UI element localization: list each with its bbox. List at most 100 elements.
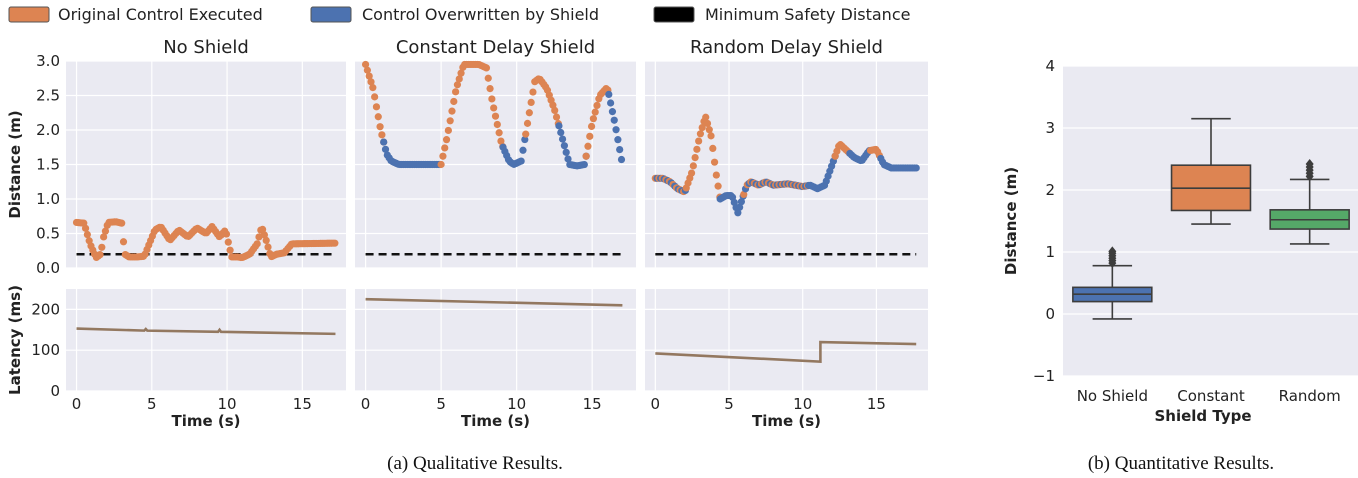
x-tick-label: 0 (361, 395, 371, 413)
data-point (737, 198, 745, 206)
data-point (98, 243, 106, 251)
data-point (262, 236, 270, 244)
data-point (439, 152, 447, 160)
data-point (734, 209, 742, 217)
data-point (486, 85, 494, 93)
y-tick-label: 100 (31, 341, 60, 359)
data-point (698, 123, 706, 132)
panel-no-shield-distance: 0.0 0.5 1.0 1.5 2.0 2.5 3.0 No Shield Distance (… (6, 37, 346, 277)
y-tick-label: 1.0 (36, 190, 60, 208)
legend-item-original: Original Control Executed (8, 5, 263, 24)
data-point (374, 113, 382, 121)
data-point (331, 239, 339, 247)
outlier-point (1305, 158, 1314, 169)
x-tick-label: 5 (724, 395, 734, 413)
data-point (441, 144, 449, 152)
y-tick-label: 1 (1045, 243, 1055, 261)
y-tick-label: 3 (1045, 119, 1055, 137)
legend-swatch-min-safety (653, 6, 695, 23)
data-point (614, 136, 622, 144)
data-point (81, 224, 90, 232)
data-point (96, 251, 104, 259)
panel-random-delay-latency: 0 5 10 15 Time (s) (645, 289, 928, 430)
caption-b: (b) Quantitative Results. (1088, 453, 1274, 474)
data-point (101, 227, 110, 235)
data-point (557, 128, 565, 137)
data-point (484, 74, 492, 82)
y-tick-label: 1.5 (36, 156, 60, 174)
data-point (83, 230, 91, 239)
data-point (442, 136, 451, 144)
x-axis-label: Time (s) (752, 412, 821, 430)
panel-title: Random Delay Shield (690, 37, 883, 58)
data-point (707, 132, 715, 140)
latency-line (76, 327, 336, 336)
legend-swatch-overwritten (310, 6, 352, 23)
data-point (709, 144, 717, 152)
x-tick-label: 5 (436, 395, 446, 413)
data-point (525, 109, 533, 117)
x-tick-label: 0 (72, 395, 82, 413)
panel-constant-delay-distance: Constant Delay Shield (355, 37, 636, 269)
data-point (912, 164, 920, 172)
plot-background (645, 289, 928, 391)
data-point (589, 115, 597, 123)
x-tick-label: 5 (147, 395, 157, 413)
latency-line (365, 297, 623, 307)
data-point (224, 238, 232, 246)
legend-item-overwritten: Control Overwritten by Shield (310, 5, 599, 24)
legend-label-original: Original Control Executed (58, 5, 263, 24)
data-point (529, 88, 537, 96)
legend-label-overwritten: Control Overwritten by Shield (362, 5, 599, 24)
data-point (222, 230, 231, 238)
data-point (712, 171, 720, 179)
data-point (523, 119, 532, 127)
panel-boxplot: −1 0 1 2 3 4 Distance (m) No Shield Constant Rand… (1002, 57, 1358, 425)
data-point (365, 72, 373, 80)
plot-background (355, 289, 636, 391)
data-point (607, 99, 615, 107)
data-point (687, 169, 696, 177)
data-point (446, 117, 454, 125)
x-tick-label: No Shield (1077, 387, 1148, 405)
data-point (369, 84, 377, 92)
y-tick-label: −1 (1033, 367, 1055, 385)
data-point (491, 112, 500, 120)
data-point (702, 113, 710, 121)
y-tick-label: 2.0 (36, 121, 60, 139)
y-axis-label: Latency (ms) (6, 285, 24, 395)
data-point (608, 108, 617, 116)
panel-random-delay-distance: Random Delay Shield (645, 37, 928, 269)
x-tick-label: 15 (867, 395, 886, 413)
data-point (453, 81, 462, 89)
data-point (616, 145, 624, 154)
panel-title: Constant Delay Shield (396, 37, 595, 58)
data-point (367, 78, 375, 86)
data-point (591, 108, 599, 116)
data-point (617, 155, 626, 164)
data-point (495, 129, 503, 137)
data-point (527, 98, 535, 106)
data-point (517, 157, 525, 165)
data-point (560, 142, 568, 150)
data-point (361, 60, 370, 69)
data-point (450, 97, 458, 106)
data-point (605, 90, 613, 98)
data-point (714, 182, 722, 190)
data-point (363, 66, 371, 74)
data-point (482, 64, 491, 72)
data-point (582, 152, 590, 160)
x-axis-label: Time (s) (171, 412, 240, 430)
data-point (372, 103, 381, 111)
caption-a: (a) Qualitative Results. (387, 453, 563, 474)
y-tick-label: 0.5 (36, 225, 60, 243)
data-point (740, 190, 748, 198)
data-point (584, 142, 592, 150)
data-point (587, 122, 596, 131)
box-constant (1170, 117, 1252, 225)
panel-no-shield-latency: 0 5 10 15 0 100 200 Latency (ms) Time (s) (6, 285, 346, 430)
x-tick-label: 0 (651, 395, 661, 413)
data-point (253, 240, 261, 248)
data-point (689, 162, 697, 170)
x-tick-label: Constant (1177, 387, 1245, 405)
